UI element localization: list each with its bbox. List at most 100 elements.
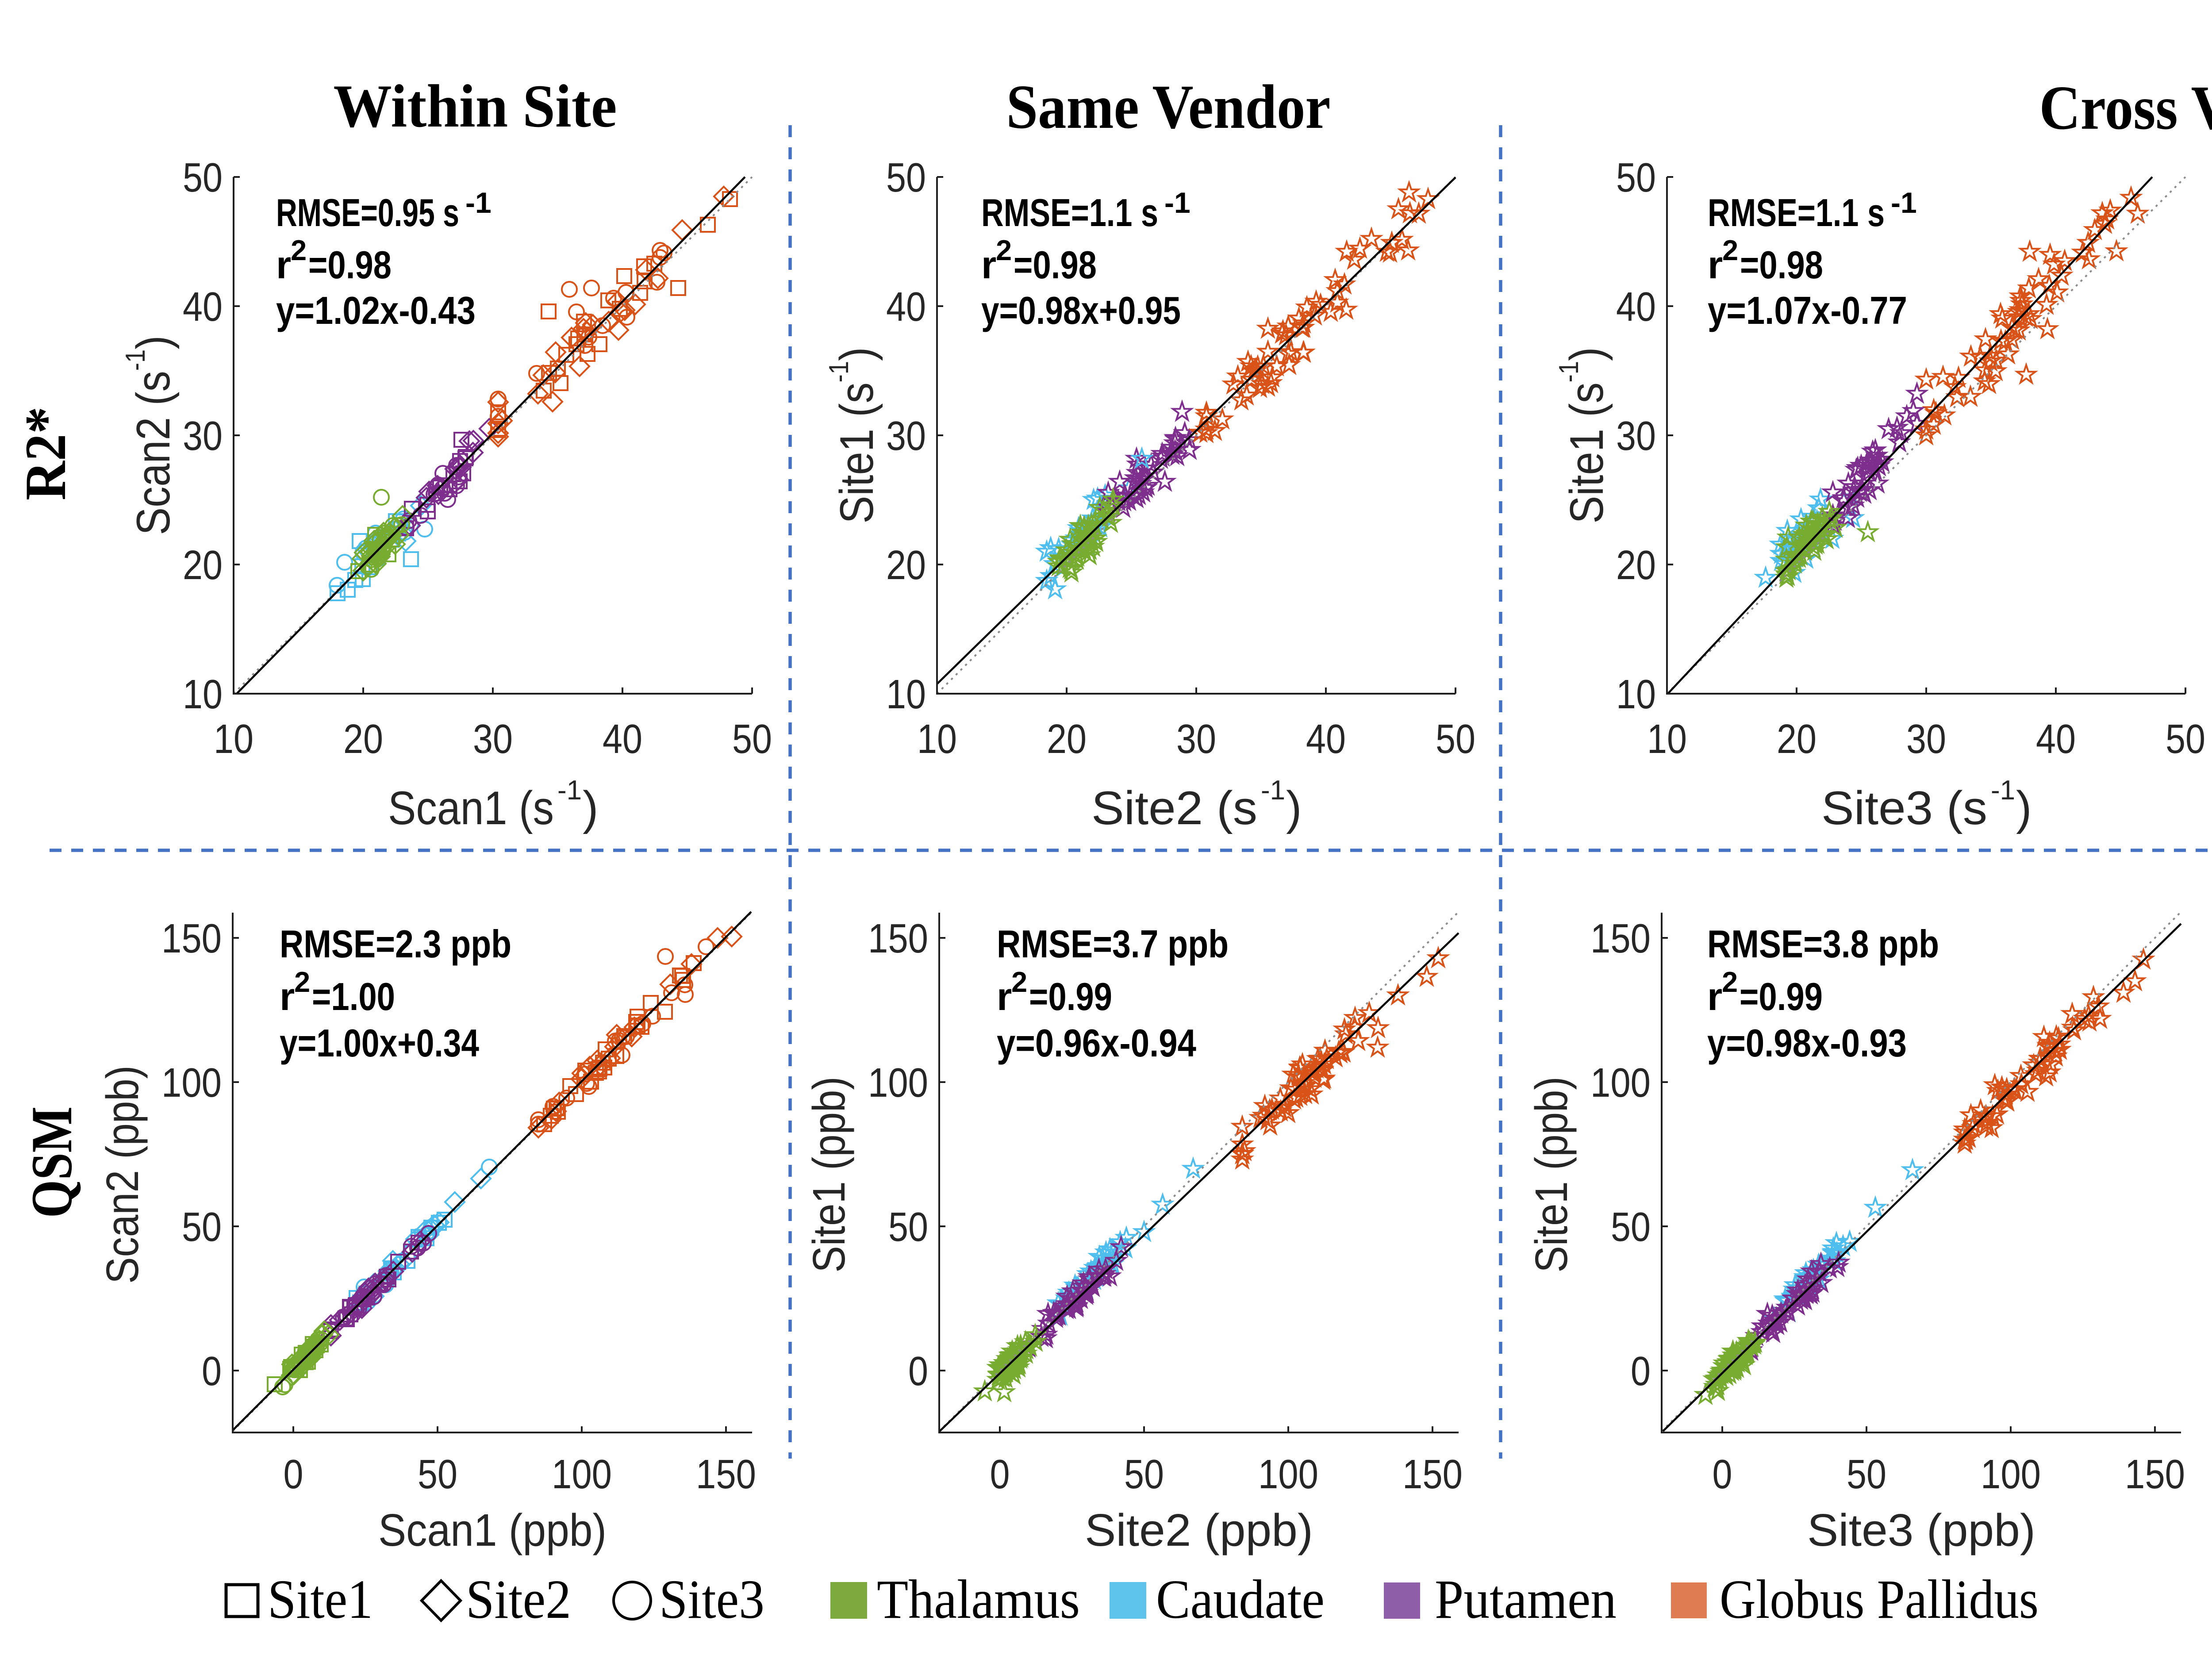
svg-text:Thalamus: Thalamus xyxy=(877,1569,1080,1630)
svg-text:r: r xyxy=(1708,243,1723,287)
svg-text:y=1.07x-0.77: y=1.07x-0.77 xyxy=(1708,288,1907,332)
svg-text:r: r xyxy=(276,243,291,287)
svg-text:10: 10 xyxy=(1616,671,1656,717)
svg-text:50: 50 xyxy=(2166,716,2205,762)
svg-text:0: 0 xyxy=(990,1451,1010,1497)
svg-text:10: 10 xyxy=(917,716,957,762)
svg-text:2: 2 xyxy=(996,234,1012,266)
svg-text:-1: -1 xyxy=(1164,186,1190,219)
svg-text:30: 30 xyxy=(1616,413,1656,459)
svg-text:100: 100 xyxy=(1981,1451,2041,1497)
svg-text:Putamen: Putamen xyxy=(1435,1569,1617,1630)
svg-text:20: 20 xyxy=(343,716,383,762)
svg-text:Cross Vendor: Cross Vendor xyxy=(2039,73,2212,142)
svg-text:50: 50 xyxy=(1847,1451,1886,1497)
svg-text:2: 2 xyxy=(294,966,310,998)
svg-text:y=0.98x+0.95: y=0.98x+0.95 xyxy=(981,288,1181,332)
svg-text:Site2 (s: Site2 (s xyxy=(1091,781,1257,834)
svg-text:20: 20 xyxy=(183,542,223,588)
svg-text:RMSE=1.1 s: RMSE=1.1 s xyxy=(1708,191,1885,234)
svg-text:50: 50 xyxy=(418,1451,457,1497)
svg-text:150: 150 xyxy=(2125,1451,2185,1497)
svg-text:=0.98: =0.98 xyxy=(1014,243,1097,287)
svg-text:30: 30 xyxy=(1906,716,1946,762)
svg-text:): ) xyxy=(2016,781,2032,834)
svg-text:10: 10 xyxy=(214,716,253,762)
svg-text:10: 10 xyxy=(183,671,223,717)
svg-text:150: 150 xyxy=(1590,915,1651,961)
svg-text:y=1.02x-0.43: y=1.02x-0.43 xyxy=(276,288,476,332)
svg-text:0: 0 xyxy=(908,1348,928,1394)
svg-text:150: 150 xyxy=(1402,1451,1463,1497)
svg-text:-1: -1 xyxy=(1261,775,1285,806)
svg-text:50: 50 xyxy=(1436,716,1475,762)
svg-text:40: 40 xyxy=(2036,716,2076,762)
svg-text:2: 2 xyxy=(1722,966,1738,998)
svg-text:30: 30 xyxy=(183,413,223,459)
svg-text:): ) xyxy=(583,781,599,834)
svg-text:-1: -1 xyxy=(465,186,492,219)
svg-text:=0.98: =0.98 xyxy=(1740,243,1823,287)
svg-text:RMSE=1.1 s: RMSE=1.1 s xyxy=(981,191,1158,234)
svg-text:y=0.96x-0.94: y=0.96x-0.94 xyxy=(997,1021,1196,1065)
svg-text:0: 0 xyxy=(1713,1451,1732,1497)
svg-text:40: 40 xyxy=(1616,284,1656,330)
svg-text:Site1 (ppb): Site1 (ppb) xyxy=(803,1076,855,1272)
svg-text:0: 0 xyxy=(202,1348,222,1394)
svg-text:Site3 (ppb): Site3 (ppb) xyxy=(1807,1505,2035,1555)
svg-text:10: 10 xyxy=(886,671,926,717)
svg-text:RMSE=0.95 s: RMSE=0.95 s xyxy=(276,191,459,234)
svg-text:20: 20 xyxy=(886,542,926,588)
svg-text:2: 2 xyxy=(291,234,307,266)
svg-text:40: 40 xyxy=(183,284,223,330)
svg-text:=0.99: =0.99 xyxy=(1740,975,1823,1018)
svg-text:50: 50 xyxy=(182,1204,222,1250)
svg-text:2: 2 xyxy=(1722,234,1738,266)
svg-text:=0.99: =0.99 xyxy=(1029,975,1112,1018)
svg-text:Site3: Site3 xyxy=(659,1569,764,1630)
svg-text:Globus Pallidus: Globus Pallidus xyxy=(1720,1569,2039,1630)
svg-text:100: 100 xyxy=(868,1060,928,1106)
svg-text:y=0.98x-0.93: y=0.98x-0.93 xyxy=(1707,1021,1907,1065)
svg-text:Scan1 (s: Scan1 (s xyxy=(388,781,554,834)
svg-text:Same Vendor: Same Vendor xyxy=(1006,72,1331,142)
svg-text:=1.00: =1.00 xyxy=(312,975,395,1018)
svg-text:RMSE=2.3 ppb: RMSE=2.3 ppb xyxy=(280,922,511,966)
svg-text:Site2 (ppb): Site2 (ppb) xyxy=(1085,1505,1313,1555)
svg-text:10: 10 xyxy=(1647,716,1687,762)
svg-text:50: 50 xyxy=(888,1204,928,1250)
svg-text:Site1: Site1 xyxy=(268,1569,373,1630)
svg-text:30: 30 xyxy=(1176,716,1216,762)
svg-text:100: 100 xyxy=(1590,1060,1651,1106)
svg-text:0: 0 xyxy=(1631,1348,1651,1394)
svg-text:50: 50 xyxy=(1124,1451,1164,1497)
svg-text:QSM: QSM xyxy=(19,1106,84,1218)
svg-text:150: 150 xyxy=(696,1451,756,1497)
svg-text:0: 0 xyxy=(284,1451,303,1497)
svg-text:r: r xyxy=(1707,975,1722,1018)
svg-text:Site3 (s: Site3 (s xyxy=(1821,781,1987,834)
svg-text:50: 50 xyxy=(1611,1204,1651,1250)
svg-text:20: 20 xyxy=(1616,542,1656,588)
svg-text:Site1 (ppb): Site1 (ppb) xyxy=(1526,1076,1577,1272)
svg-text:20: 20 xyxy=(1777,716,1816,762)
svg-text:y=1.00x+0.34: y=1.00x+0.34 xyxy=(280,1021,479,1065)
svg-text:-1: -1 xyxy=(557,775,582,806)
svg-text:150: 150 xyxy=(161,915,222,961)
svg-text:30: 30 xyxy=(886,413,926,459)
svg-text:50: 50 xyxy=(886,154,926,200)
svg-text:50: 50 xyxy=(732,716,772,762)
svg-text:50: 50 xyxy=(183,154,223,200)
svg-text:Scan2 (ppb): Scan2 (ppb) xyxy=(97,1065,148,1284)
svg-text:Scan1 (ppb): Scan1 (ppb) xyxy=(378,1505,607,1555)
svg-text:=0.98: =0.98 xyxy=(308,243,392,287)
svg-text:r: r xyxy=(997,975,1012,1018)
svg-text:100: 100 xyxy=(552,1451,612,1497)
svg-text:40: 40 xyxy=(1306,716,1346,762)
svg-text:-1: -1 xyxy=(1891,186,1917,219)
svg-text:-1: -1 xyxy=(1991,775,2015,806)
svg-text:Within Site: Within Site xyxy=(334,72,617,140)
svg-text:r: r xyxy=(280,975,295,1018)
svg-text:150: 150 xyxy=(868,915,928,961)
svg-text:r: r xyxy=(981,243,996,287)
